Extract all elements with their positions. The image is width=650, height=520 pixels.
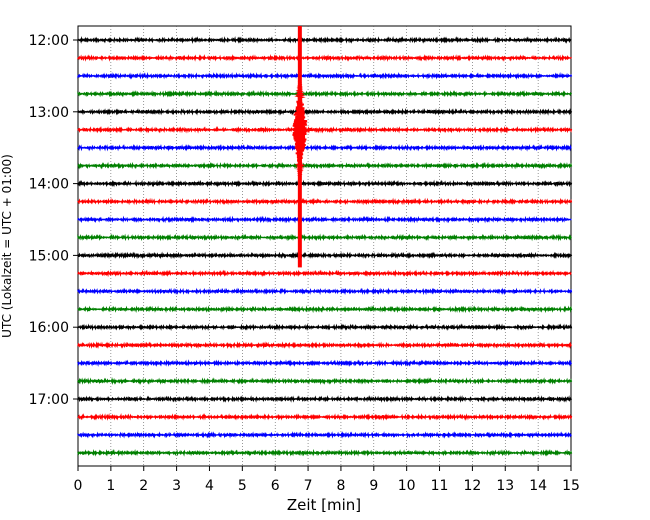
trace-line [77, 323, 573, 332]
trace-line [77, 269, 572, 278]
trace-line [77, 197, 573, 206]
grid-lines [110, 26, 539, 466]
x-tick-label: 10 [398, 478, 416, 494]
x-tick-label: 14 [529, 478, 547, 494]
x-tick-label: 15 [562, 478, 580, 494]
trace-line [77, 36, 572, 44]
trace-line [77, 71, 573, 80]
seismic-traces [77, 36, 573, 457]
plot-frame [77, 25, 572, 467]
x-tick-label: 6 [271, 478, 280, 494]
trace-line [77, 233, 572, 242]
trace-line [77, 305, 573, 314]
x-tick-label: 9 [369, 478, 378, 494]
x-tick-label: 8 [336, 478, 345, 494]
trace-line [77, 125, 573, 134]
trace-line [77, 54, 572, 62]
x-axis-ticks: 0 1 2 3 4 5 6 7 8 9 10 11 12 13 14 15 [74, 466, 580, 494]
trace-line [77, 215, 572, 224]
y-tick-label: 16:00 [29, 320, 69, 336]
x-tick-label: 5 [238, 478, 247, 494]
event-coda [301, 125, 320, 135]
y-tick-label: 12:00 [29, 33, 69, 49]
trace-line [77, 431, 572, 439]
y-axis-ticks: 12:00 13:00 14:00 15:00 16:00 17:00 [29, 33, 78, 408]
x-tick-label: 12 [463, 478, 481, 494]
trace-line [77, 359, 573, 367]
x-tick-label: 11 [431, 478, 449, 494]
trace-line [77, 143, 572, 152]
x-tick-label: 0 [74, 478, 83, 494]
x-axis-label: Zeit [min] [287, 496, 361, 514]
trace-line [77, 161, 573, 170]
trace-line [77, 341, 572, 350]
earthquake-event [292, 26, 320, 268]
trace-line [77, 287, 573, 296]
x-tick-label: 7 [304, 478, 313, 494]
x-tick-label: 13 [496, 478, 514, 494]
event-waveform [292, 65, 308, 178]
trace-line [77, 412, 573, 421]
x-tick-label: 2 [139, 478, 148, 494]
y-tick-label: 15:00 [29, 248, 69, 264]
x-tick-label: 1 [106, 478, 115, 494]
x-tick-label: 3 [172, 478, 181, 494]
trace-line [77, 107, 573, 116]
y-tick-label: 17:00 [29, 392, 69, 408]
trace-line [77, 377, 573, 385]
trace-line [77, 179, 573, 188]
trace-line [77, 395, 573, 403]
trace-line [77, 251, 573, 260]
x-tick-label: 4 [205, 478, 214, 494]
y-tick-label: 14:00 [29, 177, 69, 193]
trace-line [77, 89, 573, 98]
y-axis-label: UTC (Lokalzeit = UTC + 01:00) [0, 154, 14, 338]
y-tick-label: 13:00 [29, 105, 69, 121]
trace-line [77, 448, 573, 457]
